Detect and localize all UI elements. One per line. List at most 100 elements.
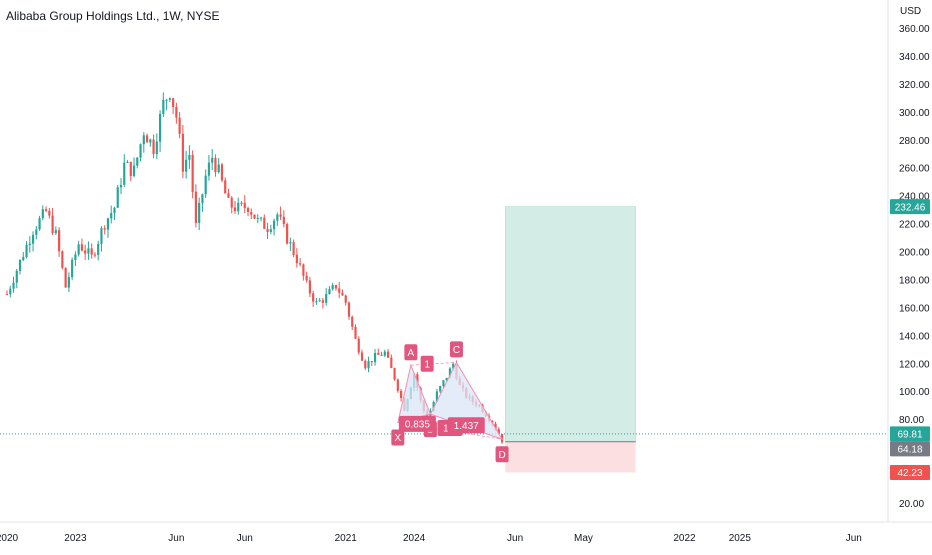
candle-body	[201, 194, 204, 204]
entry-price-tag-bg	[890, 441, 930, 457]
candle-body	[383, 351, 386, 356]
candle-body	[214, 157, 217, 173]
candle-body	[250, 212, 253, 215]
candle-body	[5, 293, 9, 295]
candle-body	[9, 288, 12, 295]
pattern-point-label: C	[453, 345, 460, 356]
candle-body	[204, 175, 207, 195]
candle-body	[198, 203, 201, 223]
pattern-xab-triangle	[397, 363, 432, 424]
candle-body	[168, 98, 171, 100]
candle-body	[269, 229, 272, 232]
candle-body	[390, 357, 393, 369]
candle-body	[246, 208, 250, 213]
candle-body	[233, 207, 237, 212]
candle-body	[211, 157, 214, 163]
y-tick-label: 80.00	[899, 415, 924, 426]
candle-body	[373, 352, 377, 363]
target-price-tag: 232.46	[895, 202, 926, 213]
candle-body	[299, 263, 302, 265]
candle-body	[103, 228, 106, 230]
candle-body	[207, 162, 211, 176]
stop-zone	[505, 441, 636, 473]
candle-body	[308, 280, 312, 294]
candle-body	[500, 434, 504, 443]
pattern-point-label-bg	[449, 341, 463, 358]
candle-body	[123, 162, 126, 185]
candle-body	[25, 244, 28, 258]
candle-body	[448, 368, 452, 378]
candle-body	[185, 159, 188, 172]
candle-body	[230, 197, 233, 208]
y-tick-label: 180.00	[899, 275, 930, 286]
pattern-point-label: A	[408, 348, 415, 359]
last-price-tag: 69.81	[897, 430, 922, 441]
pattern-ratio-label-bg	[447, 417, 485, 434]
y-tick-label: 140.00	[899, 331, 930, 342]
y-tick-label: 220.00	[899, 220, 930, 231]
candle-body	[325, 294, 328, 303]
candle-body	[259, 217, 263, 219]
candle-body	[64, 267, 67, 288]
candle-body	[334, 285, 338, 289]
candle-body	[48, 210, 51, 216]
x-tick-label: Jun	[507, 533, 523, 544]
x-tick-label: Jun	[237, 533, 253, 544]
candle-body	[113, 207, 116, 214]
candle-body	[87, 248, 90, 254]
candle-body	[321, 300, 325, 303]
x-tick-label: May	[574, 533, 593, 544]
candle-body	[364, 360, 367, 369]
candle-body	[338, 288, 341, 293]
candle-body	[263, 217, 266, 229]
target-zone	[505, 206, 636, 443]
candle-body	[158, 113, 162, 142]
x-tick-label: 2025	[729, 533, 752, 544]
candle-body	[380, 354, 383, 356]
candle-body	[289, 242, 292, 244]
candle-body	[276, 214, 279, 221]
candle-body	[155, 141, 158, 155]
candle-body	[152, 139, 155, 155]
y-tick-label: 360.00	[899, 24, 930, 35]
candle-body	[377, 352, 380, 355]
y-tick-label: 100.00	[899, 387, 930, 398]
candle-body	[106, 218, 110, 230]
y-tick-label: 260.00	[899, 164, 930, 175]
x-tick-label: 2020	[0, 533, 19, 544]
candle-body	[58, 230, 61, 252]
candle-body	[172, 98, 175, 108]
candle-body	[74, 254, 77, 260]
candle-body	[292, 242, 295, 255]
candle-body	[439, 386, 442, 392]
candle-body	[445, 377, 448, 381]
candle-body	[240, 202, 243, 204]
candle-body	[165, 99, 168, 101]
candle-body	[237, 202, 240, 212]
pattern-point-label-bg	[391, 429, 405, 446]
candle-body	[191, 154, 194, 192]
candle-body	[149, 139, 152, 143]
currency-label: USD	[900, 6, 922, 17]
x-tick-label: 2023	[64, 533, 87, 544]
candle-body	[93, 254, 97, 256]
y-tick-label: 280.00	[899, 136, 930, 147]
candle-body	[272, 220, 276, 230]
x-tick-label: 2024	[403, 533, 426, 544]
candle-body	[35, 229, 38, 235]
candle-body	[12, 282, 15, 289]
candle-body	[145, 135, 149, 143]
pattern-ratio-label: 0.835	[405, 419, 430, 430]
candle-body	[393, 368, 396, 380]
candle-body	[136, 157, 139, 166]
candle-body	[77, 244, 80, 255]
candle-body	[217, 164, 220, 173]
y-tick-label: 300.00	[899, 108, 930, 119]
candle-body	[44, 209, 48, 211]
y-tick-label: 120.00	[899, 359, 930, 370]
y-tick-label: 340.00	[899, 52, 930, 63]
candle-body	[178, 117, 181, 134]
candle-body	[41, 209, 44, 219]
